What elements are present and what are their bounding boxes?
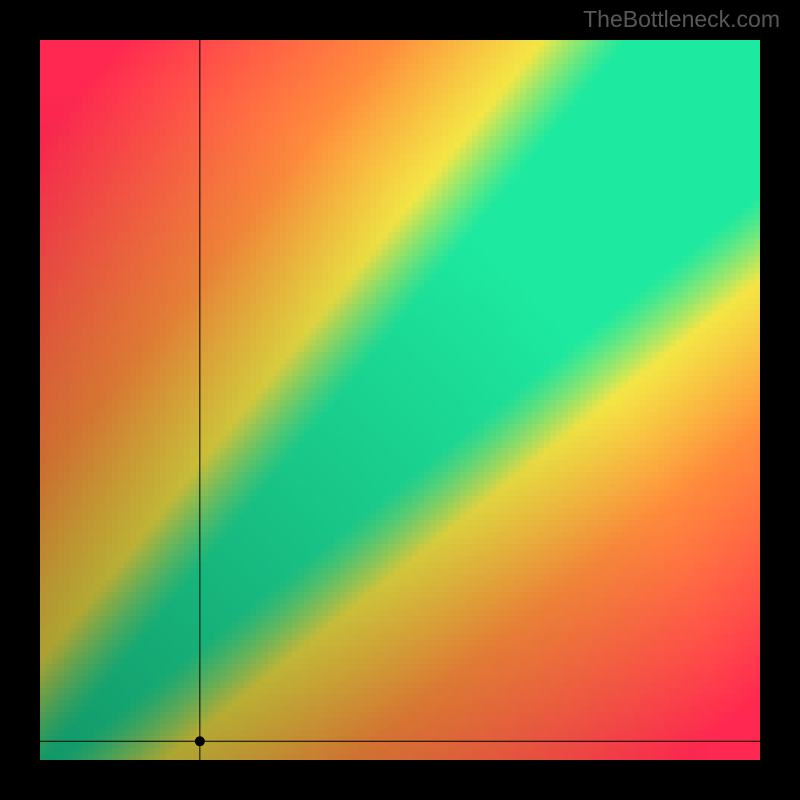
watermark-text: TheBottleneck.com [583, 6, 780, 33]
heatmap-plot [40, 40, 760, 760]
chart-container: TheBottleneck.com [0, 0, 800, 800]
